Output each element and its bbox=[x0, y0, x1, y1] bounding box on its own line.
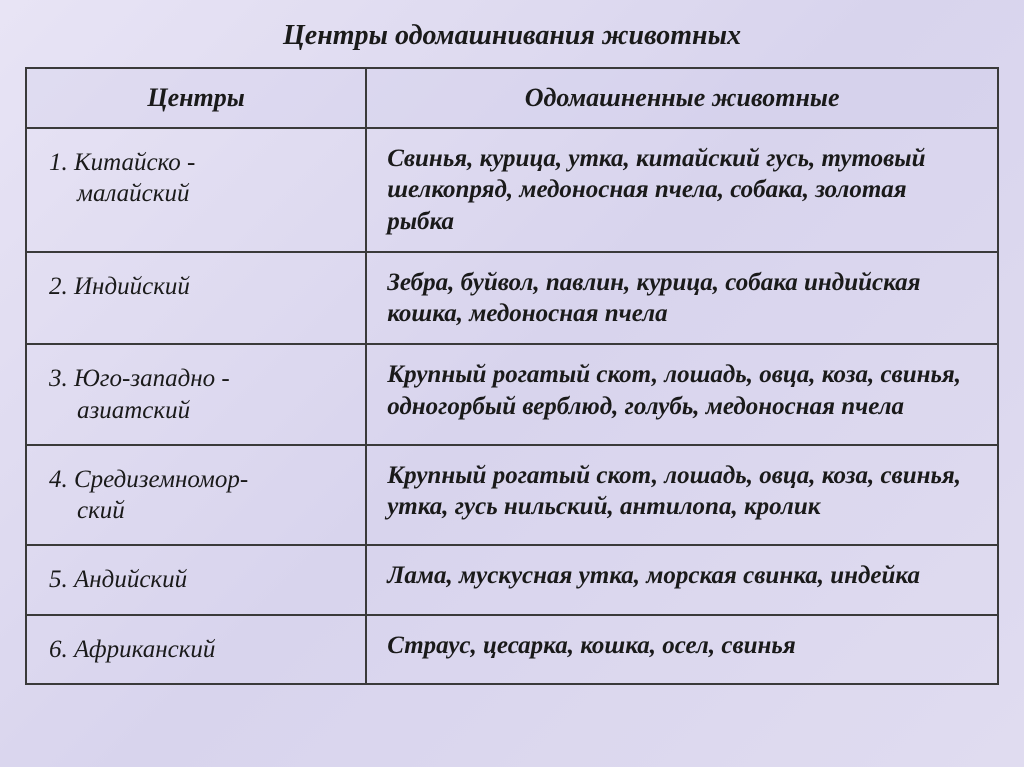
center-name-line2: азиатский bbox=[77, 395, 345, 426]
table-row: 5. Андийский Лама, мускусная утка, морск… bbox=[26, 545, 998, 614]
header-animals: Одомашненные животные bbox=[366, 68, 998, 128]
center-cell: 1. Китайско - малайский bbox=[26, 128, 366, 252]
page-title: Центры одомашнивания животных bbox=[25, 20, 999, 52]
animals-cell: Крупный рогатый скот, лошадь, овца, коза… bbox=[366, 445, 998, 546]
center-name-line1: Юго-западно - bbox=[74, 365, 230, 392]
center-cell: 5. Андийский bbox=[26, 545, 366, 614]
row-number: 3. bbox=[49, 365, 68, 392]
animals-cell: Крупный рогатый скот, лошадь, овца, коза… bbox=[366, 344, 998, 445]
row-number: 4. bbox=[49, 466, 68, 493]
center-name-line2: малайский bbox=[77, 178, 345, 209]
row-number: 6. bbox=[49, 636, 68, 663]
header-centers: Центры bbox=[26, 68, 366, 128]
row-number: 5. bbox=[49, 566, 68, 593]
center-name-line1: Китайско - bbox=[74, 149, 195, 176]
center-name-line1: Индийский bbox=[74, 273, 190, 300]
table-header-row: Центры Одомашненные животные bbox=[26, 68, 998, 128]
animals-cell: Свинья, курица, утка, китайский гусь, ту… bbox=[366, 128, 998, 252]
animals-cell: Зебра, буйвол, павлин, курица, собака ин… bbox=[366, 252, 998, 345]
table-row: 2. Индийский Зебра, буйвол, павлин, кури… bbox=[26, 252, 998, 345]
center-name-line1: Андийский bbox=[74, 566, 187, 593]
domestication-table: Центры Одомашненные животные 1. Китайско… bbox=[25, 67, 999, 685]
center-cell: 3. Юго-западно - азиатский bbox=[26, 344, 366, 445]
center-cell: 2. Индийский bbox=[26, 252, 366, 345]
table-row: 3. Юго-западно - азиатский Крупный рогат… bbox=[26, 344, 998, 445]
center-name-line1: Африканский bbox=[74, 636, 215, 663]
row-number: 2. bbox=[49, 273, 68, 300]
table-row: 4. Средиземномор- ский Крупный рогатый с… bbox=[26, 445, 998, 546]
table-row: 6. Африканский Страус, цесарка, кошка, о… bbox=[26, 615, 998, 684]
center-name-line2: ский bbox=[77, 495, 345, 526]
center-cell: 4. Средиземномор- ский bbox=[26, 445, 366, 546]
row-number: 1. bbox=[49, 149, 68, 176]
animals-cell: Лама, мускусная утка, морская свинка, ин… bbox=[366, 545, 998, 614]
animals-cell: Страус, цесарка, кошка, осел, свинья bbox=[366, 615, 998, 684]
center-cell: 6. Африканский bbox=[26, 615, 366, 684]
center-name-line1: Средиземномор- bbox=[74, 466, 248, 493]
table-row: 1. Китайско - малайский Свинья, курица, … bbox=[26, 128, 998, 252]
